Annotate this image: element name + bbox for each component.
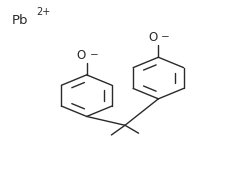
Text: Pb: Pb bbox=[11, 14, 28, 27]
Text: O: O bbox=[76, 49, 86, 62]
Text: O: O bbox=[148, 31, 157, 44]
Text: −: − bbox=[90, 50, 98, 60]
Text: −: − bbox=[161, 32, 170, 42]
Text: 2+: 2+ bbox=[36, 7, 50, 17]
